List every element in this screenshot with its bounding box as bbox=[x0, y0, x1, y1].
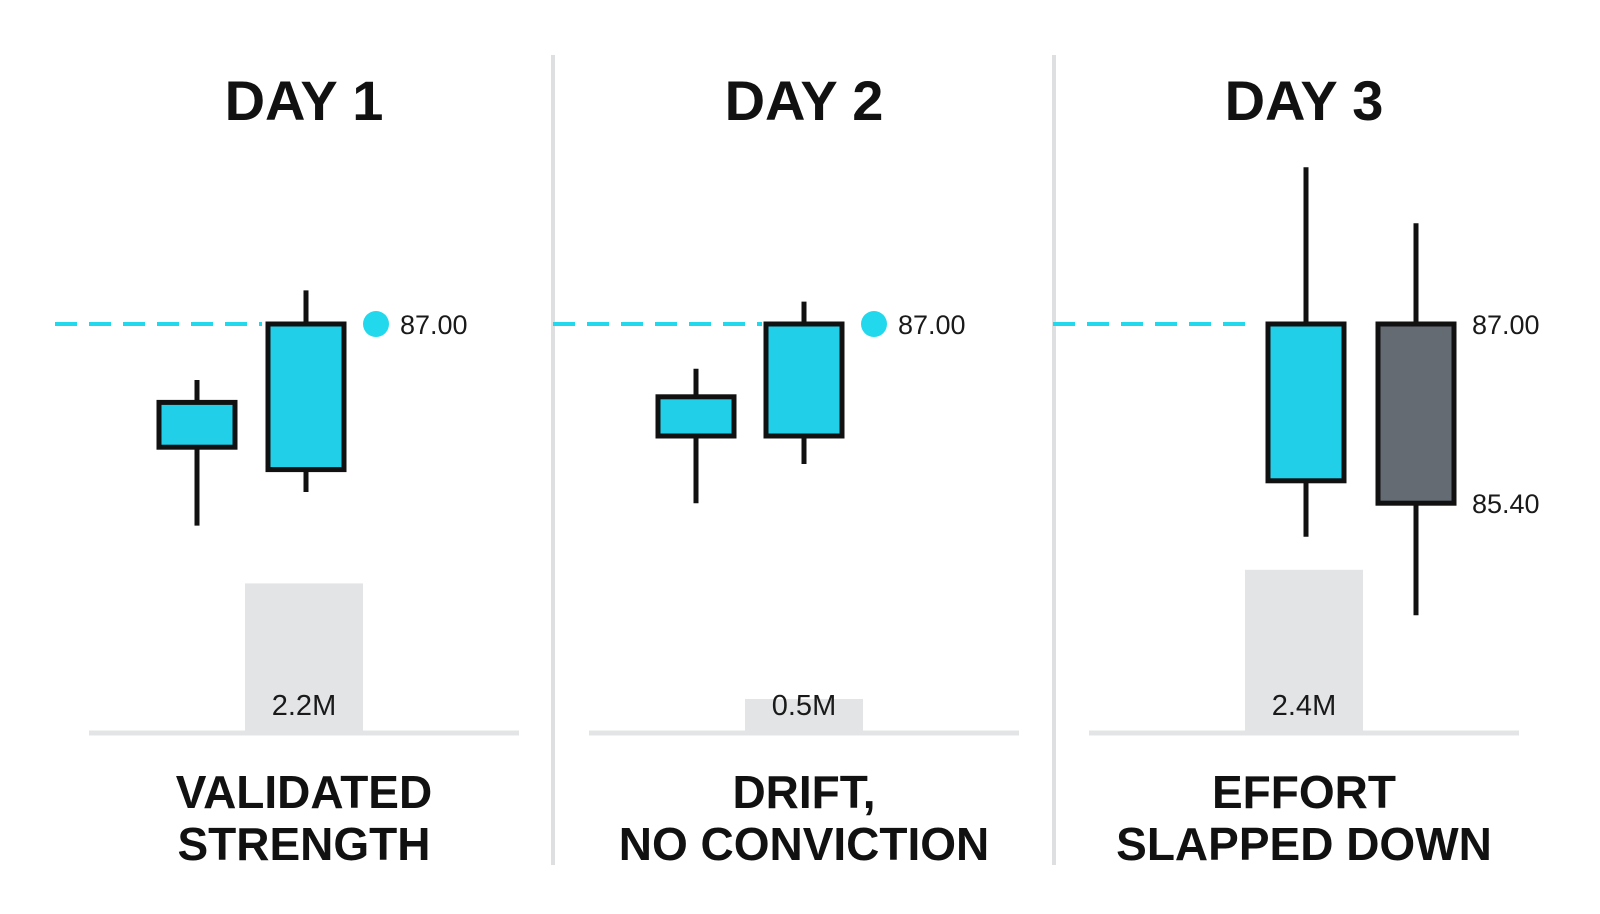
panel-day-1: DAY 1 VALIDATED STRENGTH 2.2M 87.00 bbox=[55, 69, 519, 870]
panel-dividers bbox=[551, 55, 1056, 865]
volume-label: 2.2M bbox=[272, 690, 336, 722]
caption-line-2: SLAPPED DOWN bbox=[1116, 818, 1492, 870]
caption-line-1: DRIFT, bbox=[732, 766, 875, 818]
bullish-candle-body bbox=[265, 321, 347, 473]
caption-line-2: NO CONVICTION bbox=[619, 818, 990, 870]
day-title: DAY 1 bbox=[225, 69, 384, 132]
price-label: 87.00 bbox=[1472, 310, 1540, 340]
bullish-candle-body bbox=[1265, 321, 1347, 484]
panel-day-2: DAY 2 DRIFT, NO CONVICTION 0.5M 87.00 bbox=[553, 69, 1019, 870]
price-label: 85.40 bbox=[1472, 489, 1540, 519]
reference-price-label: 87.00 bbox=[898, 310, 966, 340]
volume-bar bbox=[245, 583, 363, 733]
bearish-candle-body bbox=[1375, 321, 1457, 506]
volume-bar bbox=[1245, 569, 1363, 733]
bullish-candle-body bbox=[763, 321, 845, 439]
day-title: DAY 3 bbox=[1225, 69, 1384, 132]
volume-label: 2.4M bbox=[1272, 690, 1336, 722]
bullish-candle-body bbox=[655, 394, 737, 439]
caption-line-1: EFFORT bbox=[1212, 766, 1396, 818]
volume-bar bbox=[745, 699, 863, 733]
day-title: DAY 2 bbox=[725, 69, 884, 132]
reference-level-dot bbox=[363, 311, 389, 337]
volume-label: 0.5M bbox=[772, 690, 836, 722]
panel-day-3: DAY 3 EFFORT SLAPPED DOWN 2.4M 87.00 85.40 bbox=[1053, 69, 1540, 870]
bullish-candle-body bbox=[156, 399, 238, 450]
reference-level-dot bbox=[861, 311, 887, 337]
caption-line-1: VALIDATED bbox=[176, 766, 432, 818]
reference-price-label: 87.00 bbox=[400, 310, 468, 340]
caption-line-2: STRENGTH bbox=[178, 818, 431, 870]
